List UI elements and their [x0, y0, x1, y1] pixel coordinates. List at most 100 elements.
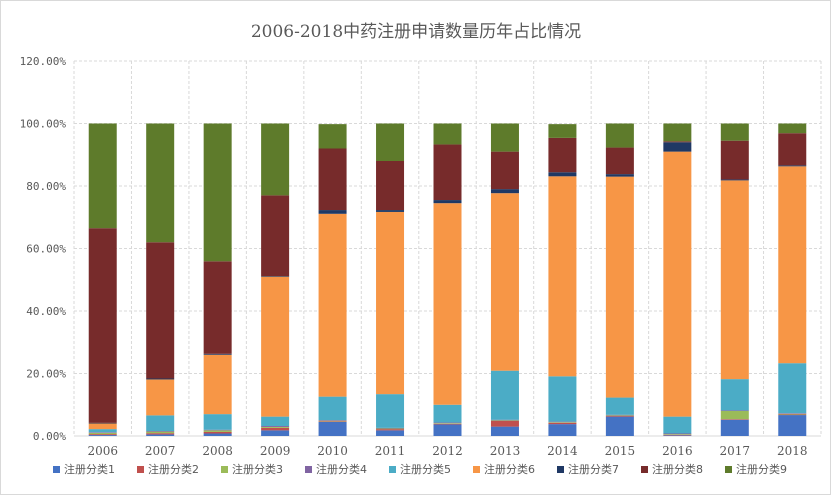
bar-stack-2015 — [605, 123, 634, 436]
legend-label: 注册分类4 — [316, 462, 367, 476]
bar-segment-2008-series-5 — [203, 414, 232, 430]
bar-stack-2009 — [261, 123, 290, 436]
bar-segment-2006-series-5 — [88, 429, 117, 433]
bar-segment-2012-series-2 — [433, 423, 462, 425]
y-tick-label: 0.00% — [33, 430, 66, 443]
legend-label: 注册分类2 — [148, 462, 199, 476]
bar-segment-2018-series-3 — [778, 413, 807, 415]
legend-label: 注册分类6 — [484, 462, 535, 476]
bar-segment-2008-series-8 — [203, 261, 232, 354]
bar-segment-2006-series-3 — [88, 432, 117, 435]
bar-segment-2009-series-6 — [261, 276, 290, 417]
bar-segment-2015-series-6 — [605, 176, 634, 398]
bar-segment-2011-series-4 — [376, 427, 405, 429]
y-axis: 0.00% 20.00% 40.00% 60.00% 80.00% 100.00% 120.… — [20, 55, 67, 443]
x-tick-label: 2017 — [720, 444, 751, 458]
bar-segment-2007-series-1 — [146, 434, 175, 436]
bar-segment-2013-series-9 — [490, 123, 519, 152]
bar-segment-2013-series-8 — [490, 151, 519, 190]
bar-segment-2013-series-6 — [490, 193, 519, 371]
bar-segment-2016-series-4 — [663, 433, 692, 435]
bar-segment-2018-series-5 — [778, 363, 807, 414]
bar-segment-2017-series-5 — [720, 379, 749, 411]
bar-segment-2006-series-2 — [88, 434, 117, 436]
bar-segment-2015-series-4 — [605, 414, 634, 416]
bar-segment-2010-series-2 — [318, 421, 347, 422]
bar-segment-2017-series-1 — [720, 419, 749, 436]
legend-label: 注册分类3 — [232, 462, 283, 476]
legend-label: 注册分类9 — [736, 462, 787, 476]
bar-segment-2012-series-1 — [433, 424, 462, 436]
bar-segment-2016-series-2 — [663, 434, 692, 436]
bar-segment-2007-series-6 — [146, 379, 175, 416]
x-tick-label: 2008 — [202, 444, 233, 458]
x-tick-label: 2014 — [547, 444, 578, 458]
bar-segment-2011-series-5 — [376, 394, 405, 428]
bar-segment-2008-series-1 — [203, 433, 232, 436]
bar-segment-2008-series-6 — [203, 354, 232, 415]
bar-segment-2013-series-1 — [490, 426, 519, 436]
bar-segment-2009-series-2 — [261, 427, 290, 431]
bar-segment-2018-series-2 — [778, 414, 807, 416]
bar-segment-2012-series-9 — [433, 123, 462, 145]
bar-segment-2017-series-3 — [720, 411, 749, 420]
bar-segment-2018-series-1 — [778, 415, 807, 436]
bar-stack-2010 — [318, 124, 347, 436]
bar-series — [88, 123, 807, 436]
legend-swatch — [53, 466, 60, 473]
bar-segment-2012-series-7 — [433, 200, 462, 204]
bar-segment-2017-series-4 — [720, 410, 749, 411]
bar-segment-2008-series-7 — [203, 353, 232, 355]
bar-segment-2017-series-9 — [720, 123, 749, 141]
x-tick-label: 2018 — [777, 444, 808, 458]
x-tick-label: 2010 — [317, 444, 348, 458]
bar-segment-2016-series-9 — [663, 123, 692, 142]
bar-segment-2015-series-3 — [605, 415, 634, 416]
bar-segment-2006-series-6 — [88, 423, 117, 430]
bar-segment-2013-series-4 — [490, 419, 519, 421]
bar-segment-2008-series-9 — [203, 123, 232, 262]
bar-segment-2011-series-1 — [376, 430, 405, 436]
bar-segment-2017-series-8 — [720, 140, 749, 180]
bar-segment-2016-series-1 — [663, 435, 692, 436]
bar-segment-2013-series-2 — [490, 421, 519, 427]
bar-stack-2012 — [433, 123, 462, 436]
bar-segment-2010-series-3 — [318, 420, 347, 422]
bar-segment-2009-series-4 — [261, 426, 290, 427]
legend-label: 注册分类8 — [652, 462, 703, 476]
bar-segment-2007-series-9 — [146, 123, 175, 243]
bar-segment-2014-series-2 — [548, 422, 577, 425]
bar-segment-2010-series-1 — [318, 421, 347, 436]
bar-segment-2006-series-8 — [88, 228, 117, 423]
y-tick-label: 100.00% — [20, 118, 67, 131]
bar-segment-2014-series-7 — [548, 172, 577, 177]
y-tick-label: 80.00% — [26, 180, 66, 193]
x-tick-label: 2009 — [260, 444, 291, 458]
legend-item: 注册分类8 — [641, 462, 703, 476]
legend: 注册分类1 注册分类2 注册分类3 注册分类4 注册分类5 注册分类6 注册分类7 注册分类8… — [53, 462, 787, 476]
legend-item: 注册分类9 — [725, 462, 787, 476]
bar-segment-2007-series-3 — [146, 431, 175, 434]
bar-segment-2015-series-1 — [605, 416, 634, 436]
legend-item: 注册分类1 — [53, 462, 115, 476]
bar-segment-2007-series-5 — [146, 415, 175, 431]
bar-segment-2014-series-5 — [548, 376, 577, 422]
bar-segment-2006-series-7 — [88, 422, 117, 424]
bar-segment-2014-series-4 — [548, 421, 577, 423]
bar-stack-2011 — [376, 123, 405, 436]
x-tick-label: 2007 — [145, 444, 176, 458]
legend-swatch — [473, 466, 480, 473]
bar-segment-2017-series-6 — [720, 180, 749, 380]
bar-segment-2015-series-2 — [605, 416, 634, 417]
legend-item: 注册分类5 — [389, 462, 451, 476]
bar-segment-2014-series-8 — [548, 137, 577, 173]
bar-segment-2016-series-6 — [663, 151, 692, 417]
legend-label: 注册分类7 — [568, 462, 619, 476]
legend-label: 注册分类1 — [64, 462, 115, 476]
bar-segment-2010-series-7 — [318, 210, 347, 214]
bar-segment-2017-series-7 — [720, 179, 749, 181]
bar-segment-2012-series-8 — [433, 144, 462, 201]
legend-swatch — [221, 466, 228, 473]
legend-item: 注册分类2 — [137, 462, 199, 476]
bar-segment-2011-series-3 — [376, 428, 405, 430]
